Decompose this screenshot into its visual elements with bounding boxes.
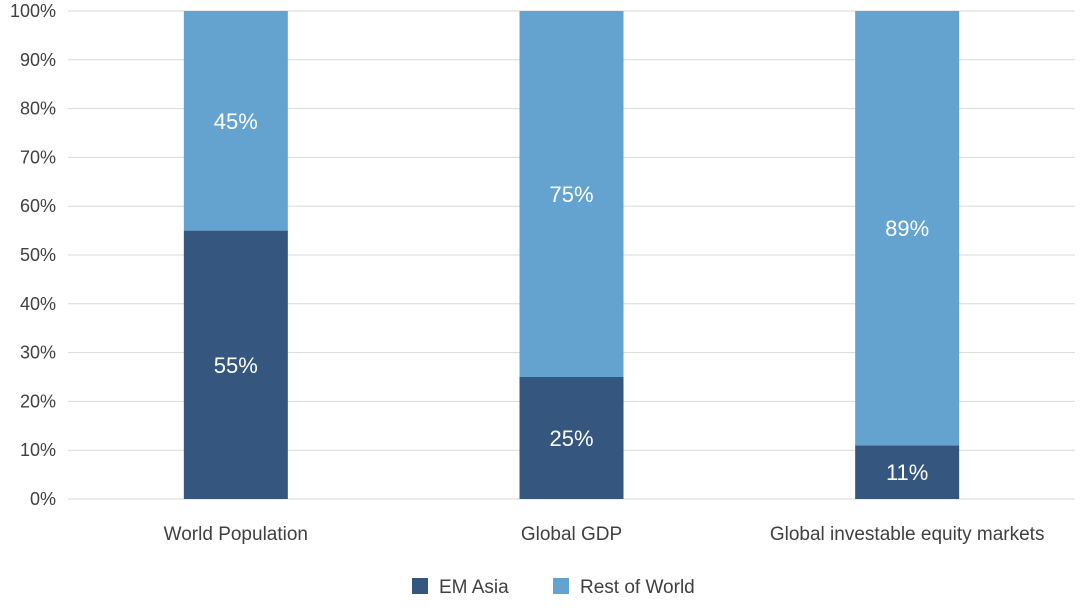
y-tick-label: 50% [20,245,56,265]
data-label: 25% [549,426,593,451]
bar-segment [855,11,960,446]
y-tick-label: 0% [30,489,56,509]
y-tick-label: 30% [20,343,56,363]
legend: EM Asia Rest of World [412,577,695,598]
legend-label: Rest of World [580,577,695,598]
y-tick-label: 100% [10,1,56,21]
x-axis-category-labels: World Population Global GDP Global investa… [164,524,1045,545]
bar-segment [519,11,624,377]
bars: 55% 45% 25% 75% 11% 89% [183,11,960,499]
bar-segment [519,377,624,499]
y-tick-label: 10% [20,440,56,460]
y-tick-label: 60% [20,196,56,216]
legend-swatch [412,578,428,594]
y-tick-label: 90% [20,50,56,70]
bar-segment [183,11,288,231]
y-tick-label: 80% [20,99,56,119]
y-tick-label: 70% [20,147,56,167]
legend-swatch [553,578,569,594]
data-label: 55% [214,353,258,378]
y-tick-label: 20% [20,391,56,411]
y-tick-label: 40% [20,294,56,314]
x-category-label: World Population [164,524,308,545]
data-label: 75% [549,182,593,207]
x-category-label: Global GDP [521,524,622,545]
x-category-label: Global investable equity markets [770,524,1045,545]
bar-segment [855,445,960,499]
y-axis-tick-labels: 0% 10% 20% 30% 40% 50% 60% 70% 80% 90% 100% [10,1,56,509]
data-label: 11% [886,460,928,485]
data-label: 45% [214,109,258,134]
legend-label: EM Asia [439,577,509,598]
bar-segment [183,230,288,499]
data-label: 89% [885,216,929,241]
